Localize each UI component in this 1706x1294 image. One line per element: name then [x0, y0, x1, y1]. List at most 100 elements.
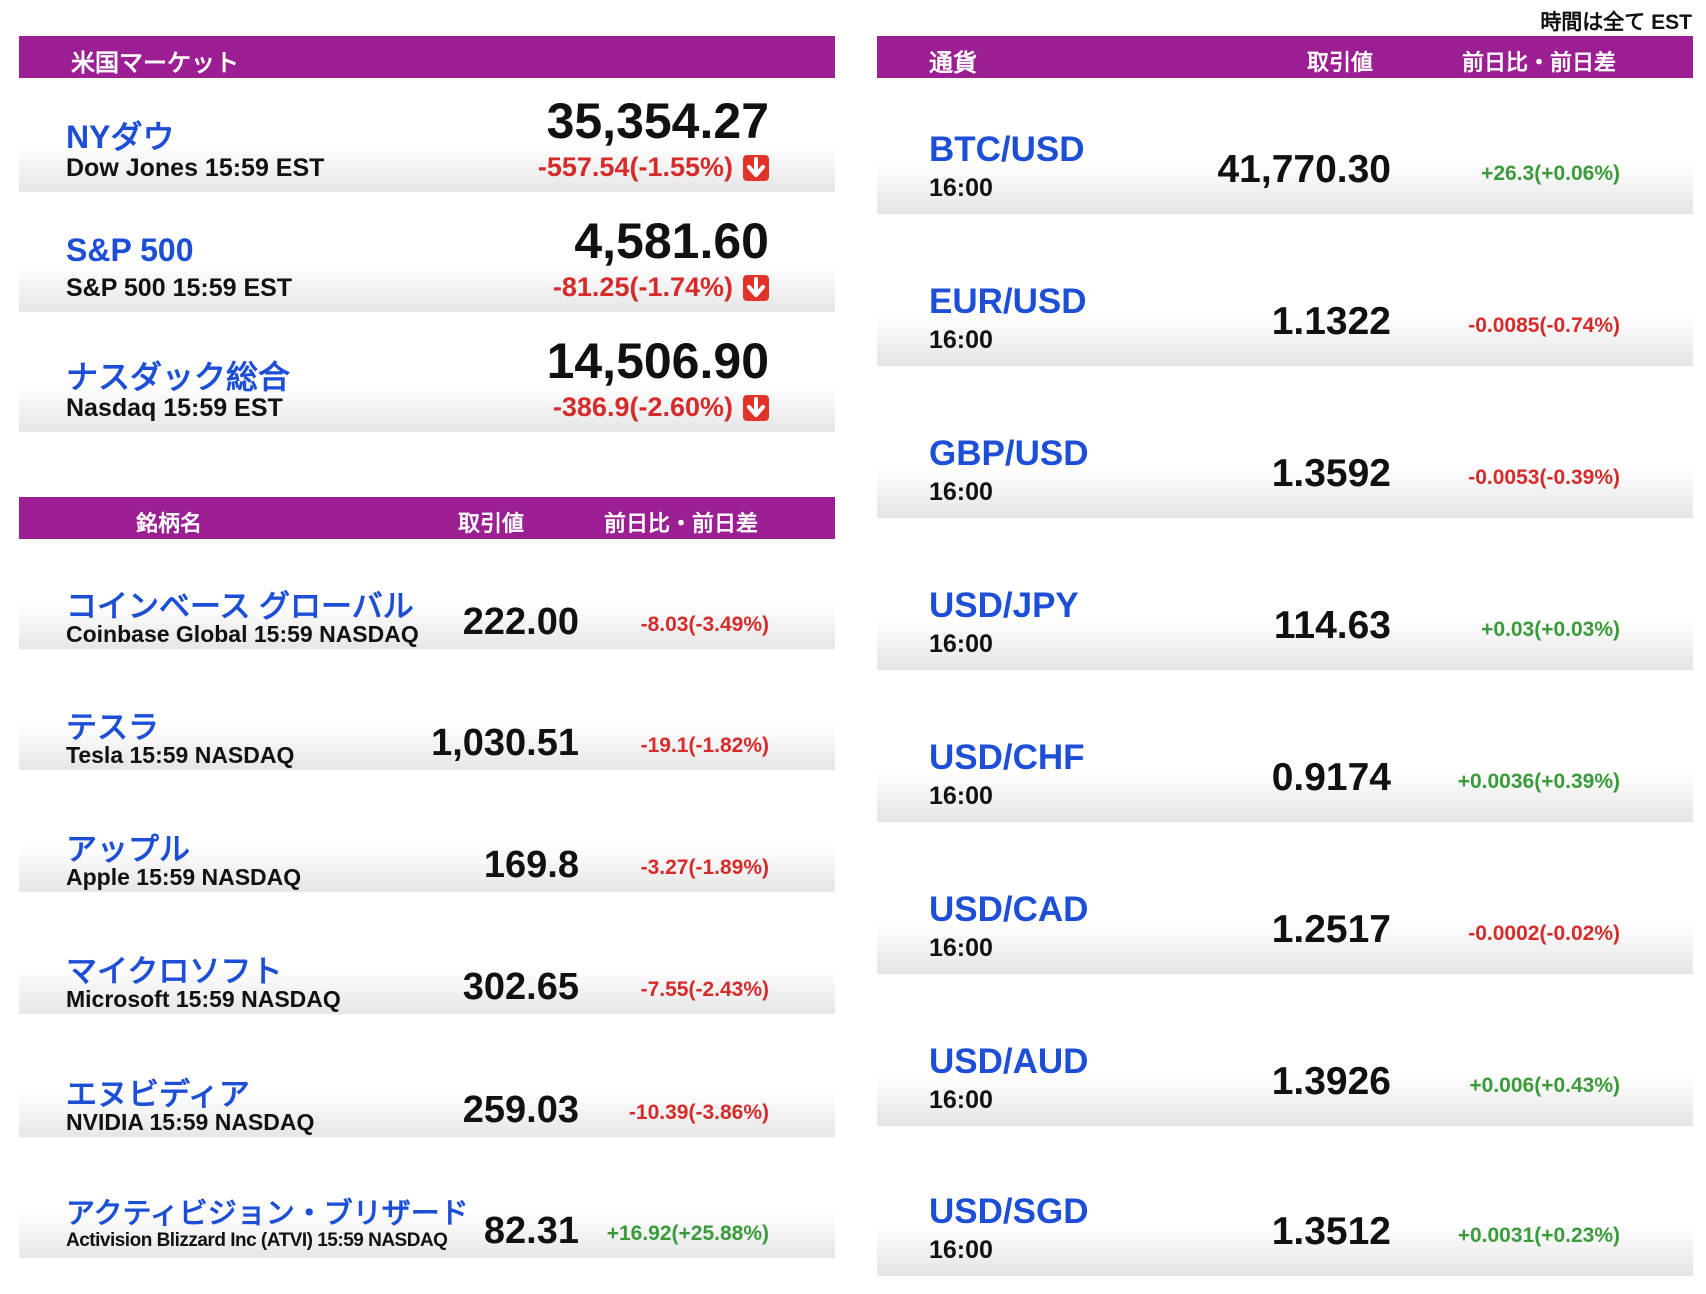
stock-price: 169.8: [483, 844, 579, 886]
currency-row[interactable]: USD/CHF 16:00 0.9174 +0.0036(+0.39%): [877, 686, 1693, 822]
currency-pair: USD/CAD: [929, 890, 1089, 929]
currency-row[interactable]: EUR/USD 16:00 1.1322 -0.0085(-0.74%): [877, 230, 1693, 366]
currency-change: +0.03(+0.03%): [1481, 618, 1620, 641]
stock-name: マイクロソフト: [66, 954, 283, 989]
stocks-panel: 銘柄名 取引値 前日比・前日差 コインベース グローバル Coinbase Glo…: [19, 497, 835, 1277]
stock-sub: Apple 15:59 NASDAQ: [66, 864, 302, 890]
us-market-title: 米国マーケット: [71, 50, 239, 77]
stock-price: 222.00: [462, 601, 579, 643]
currency-header-name: 通貨: [929, 50, 977, 77]
us-market-header: 米国マーケット: [19, 36, 835, 78]
currency-panel: 通貨 取引値 前日比・前日差 BTC/USD 16:00 41,770.30 +26.…: [877, 36, 1693, 1276]
stock-row[interactable]: マイクロソフト Microsoft 15:59 NASDAQ 302.65 -7.55…: [19, 904, 835, 1014]
stock-price: 302.65: [462, 966, 579, 1008]
currency-time: 16:00: [929, 478, 993, 506]
stock-price: 82.31: [483, 1210, 579, 1252]
stock-row[interactable]: アップル Apple 15:59 NASDAQ 169.8 -3.27(-1.89%): [19, 782, 835, 892]
stock-change: -8.03(-3.49%): [640, 613, 769, 636]
currency-pair: GBP/USD: [929, 434, 1089, 473]
market-sub: Dow Jones 15:59 EST: [66, 154, 325, 182]
market-change: -386.9(-2.60%): [552, 392, 733, 422]
currency-price: 1.2517: [1271, 908, 1391, 951]
currency-row[interactable]: USD/CAD 16:00 1.2517 -0.0002(-0.02%): [877, 838, 1693, 974]
currency-pair: USD/SGD: [929, 1192, 1089, 1231]
currency-time: 16:00: [929, 1086, 993, 1114]
stock-name: コインベース グローバル: [66, 589, 414, 624]
currency-change: -0.0053(-0.39%): [1468, 466, 1620, 489]
stock-change: -7.55(-2.43%): [640, 978, 769, 1001]
market-row[interactable]: NYダウ Dow Jones 15:59 EST 35,354.27 -557.54(…: [19, 78, 835, 192]
down-arrow-icon: [743, 275, 769, 301]
stock-change: -19.1(-1.82%): [640, 734, 769, 757]
currency-row[interactable]: USD/SGD 16:00 1.3512 +0.0031(+0.23%): [877, 1140, 1693, 1276]
currency-pair: EUR/USD: [929, 282, 1087, 321]
currency-time: 16:00: [929, 630, 993, 658]
currency-row[interactable]: GBP/USD 16:00 1.3592 -0.0053(-0.39%): [877, 382, 1693, 518]
market-sub: Nasdaq 15:59 EST: [66, 394, 283, 422]
stock-price: 1,030.51: [431, 722, 579, 764]
stocks-header-price: 取引値: [458, 511, 525, 536]
currency-row[interactable]: USD/JPY 16:00 114.63 +0.03(+0.03%): [877, 534, 1693, 670]
currency-change: -0.0085(-0.74%): [1468, 314, 1620, 337]
currency-time: 16:00: [929, 1236, 993, 1264]
market-change: -81.25(-1.74%): [552, 272, 733, 302]
stocks-header: 銘柄名 取引値 前日比・前日差: [19, 497, 835, 539]
currency-pair: USD/CHF: [929, 738, 1085, 777]
currency-price: 41,770.30: [1217, 148, 1391, 191]
currency-time: 16:00: [929, 174, 993, 202]
stock-name: テスラ: [66, 710, 159, 745]
market-row[interactable]: S&P 500 S&P 500 15:59 EST 4,581.60 -81.25(-…: [19, 198, 835, 312]
currency-time: 16:00: [929, 934, 993, 962]
market-price: 35,354.27: [546, 93, 769, 149]
down-arrow-icon: [743, 395, 769, 421]
stock-row[interactable]: エヌビディア NVIDIA 15:59 NASDAQ 259.03 -10.39(-3…: [19, 1027, 835, 1137]
currency-pair: BTC/USD: [929, 130, 1085, 169]
market-sub: S&P 500 15:59 EST: [66, 274, 293, 302]
stocks-header-change: 前日比・前日差: [604, 511, 759, 536]
stock-row[interactable]: アクティビジョン・ブリザード Activision Blizzard Inc (A…: [19, 1148, 835, 1258]
currency-price: 1.3512: [1271, 1210, 1391, 1253]
currency-pair: USD/AUD: [929, 1042, 1089, 1081]
currency-change: +26.3(+0.06%): [1481, 162, 1620, 185]
currency-header: 通貨 取引値 前日比・前日差: [877, 36, 1693, 78]
market-name: ナスダック総合: [66, 359, 291, 395]
market-name: S&P 500: [66, 232, 194, 268]
stock-name: アップル: [66, 832, 190, 867]
stock-change: -3.27(-1.89%): [640, 856, 769, 879]
currency-time: 16:00: [929, 326, 993, 354]
stock-price: 259.03: [462, 1089, 579, 1131]
currency-price: 1.1322: [1271, 300, 1391, 343]
currency-row[interactable]: USD/AUD 16:00 1.3926 +0.006(+0.43%): [877, 990, 1693, 1126]
stock-change: +16.92(+25.88%): [606, 1222, 769, 1245]
stock-sub: Coinbase Global 15:59 NASDAQ: [66, 621, 419, 647]
currency-price: 1.3926: [1271, 1060, 1391, 1103]
stock-change: -10.39(-3.86%): [628, 1101, 769, 1124]
stock-sub: NVIDIA 15:59 NASDAQ: [66, 1109, 315, 1135]
market-name: NYダウ: [66, 119, 175, 155]
currency-change: -0.0002(-0.02%): [1468, 922, 1620, 945]
stocks-header-name: 銘柄名: [136, 511, 203, 536]
timezone-note: 時間は全て EST: [1540, 11, 1692, 34]
down-arrow-icon: [743, 155, 769, 181]
currency-change: +0.0036(+0.39%): [1457, 770, 1620, 793]
stock-sub: Tesla 15:59 NASDAQ: [66, 742, 295, 768]
currency-header-price: 取引値: [1307, 50, 1374, 75]
currency-pair: USD/JPY: [929, 586, 1079, 625]
market-price: 14,506.90: [546, 333, 769, 389]
market-change: -557.54(-1.55%): [537, 152, 733, 182]
stock-row[interactable]: テスラ Tesla 15:59 NASDAQ 1,030.51 -19.1(-1.82…: [19, 660, 835, 770]
currency-price: 114.63: [1273, 604, 1391, 647]
stock-sub: Microsoft 15:59 NASDAQ: [66, 986, 341, 1012]
currency-row[interactable]: BTC/USD 16:00 41,770.30 +26.3(+0.06%): [877, 78, 1693, 214]
stock-name: エヌビディア: [66, 1077, 250, 1112]
stock-sub: Activision Blizzard Inc (ATVI) 15:59 NAS…: [66, 1230, 448, 1251]
currency-price: 0.9174: [1271, 756, 1391, 799]
currency-time: 16:00: [929, 782, 993, 810]
currency-change: +0.006(+0.43%): [1469, 1074, 1620, 1097]
currency-change: +0.0031(+0.23%): [1457, 1224, 1620, 1247]
market-row[interactable]: ナスダック総合 Nasdaq 15:59 EST 14,506.90 -386.9(-…: [19, 318, 835, 432]
currency-header-change: 前日比・前日差: [1462, 50, 1617, 75]
stock-row[interactable]: コインベース グローバル Coinbase Global 15:59 NASDAQ…: [19, 539, 835, 649]
currency-price: 1.3592: [1271, 452, 1391, 495]
market-price: 4,581.60: [574, 213, 769, 269]
